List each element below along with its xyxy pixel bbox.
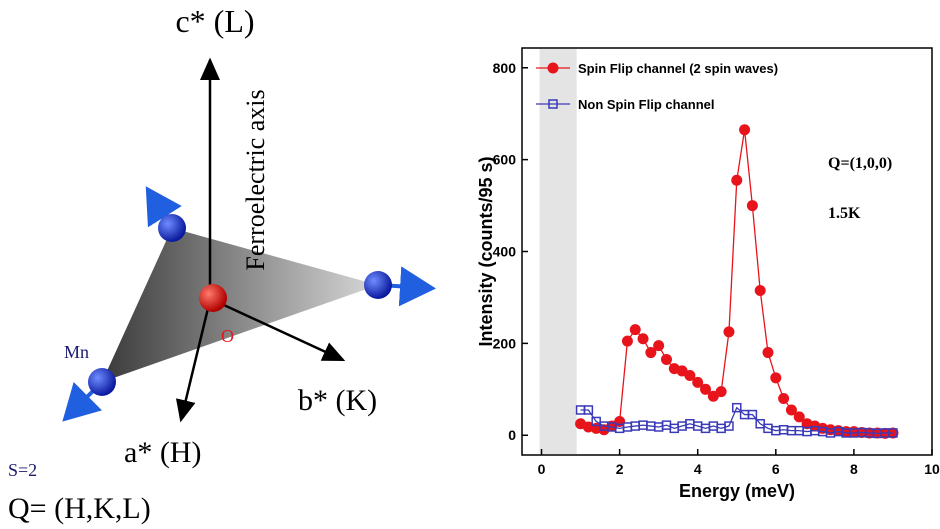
label: b* (K) — [298, 384, 377, 417]
x-tick-label: 2 — [616, 461, 624, 477]
marker — [793, 411, 805, 423]
legend-label: Non Spin Flip channel — [578, 97, 715, 112]
mn-atom — [364, 271, 392, 299]
chart: 0 200 400 600 800 0 2 4 6 8 10 Energy (meV) Intensit… — [476, 47, 940, 501]
marker — [746, 200, 758, 212]
marker — [583, 405, 594, 415]
marker — [715, 386, 727, 398]
marker — [770, 372, 782, 384]
x-tick-label: 8 — [850, 461, 858, 477]
marker — [700, 383, 712, 395]
diagram: c* (L) Ferroelectric axis O Mn S=2 a* (H… — [8, 3, 436, 525]
a-axis — [175, 299, 212, 423]
marker — [778, 392, 790, 404]
marker — [723, 326, 735, 338]
y-tick-label: 800 — [493, 60, 517, 76]
marker — [785, 404, 797, 416]
marker — [621, 335, 633, 347]
y-tick-label: 0 — [508, 427, 516, 443]
annotation: 1.5K — [828, 205, 861, 222]
marker — [888, 428, 898, 438]
y-tick-label: 400 — [493, 244, 517, 260]
label: Q= (H,K,L) — [8, 492, 151, 525]
mn-atom — [88, 368, 116, 396]
marker — [653, 340, 665, 352]
legend-marker — [548, 99, 558, 109]
marker — [732, 402, 742, 413]
marker — [731, 174, 743, 186]
marker — [660, 353, 672, 365]
o-atom — [199, 284, 227, 312]
x-tick-label: 4 — [694, 461, 702, 477]
y-tick-label: 600 — [493, 152, 517, 168]
shaded-region — [539, 49, 577, 454]
label: Mn — [64, 342, 89, 362]
label: O — [221, 326, 234, 346]
marker — [739, 124, 751, 136]
label: a* (H) — [124, 436, 201, 469]
marker — [645, 347, 657, 359]
marker — [692, 376, 704, 388]
label: c* (L) — [175, 3, 254, 39]
x-tick-label: 0 — [538, 461, 546, 477]
mn-atom — [158, 214, 186, 242]
marker — [754, 285, 766, 297]
series-line — [580, 406, 893, 435]
x-tick-label: 6 — [772, 461, 780, 477]
y-axis-label: Intensity (counts/95 s) — [476, 156, 496, 346]
label: Ferroelectric axis — [241, 89, 270, 270]
legend-label: Spin Flip channel (2 spin waves) — [578, 61, 778, 76]
triangle — [102, 228, 378, 382]
annotation: Q=(1,0,0) — [828, 155, 892, 172]
b-axis — [212, 298, 346, 362]
marker — [629, 324, 641, 336]
legend-marker — [547, 62, 559, 74]
marker — [684, 370, 696, 382]
marker — [762, 347, 774, 359]
x-axis-label: Energy (meV) — [679, 481, 795, 501]
marker — [747, 409, 758, 420]
marker — [637, 333, 649, 345]
y-tick-label: 200 — [493, 335, 517, 351]
label: S=2 — [8, 460, 37, 480]
x-tick-label: 10 — [924, 461, 940, 477]
marker — [724, 421, 734, 431]
